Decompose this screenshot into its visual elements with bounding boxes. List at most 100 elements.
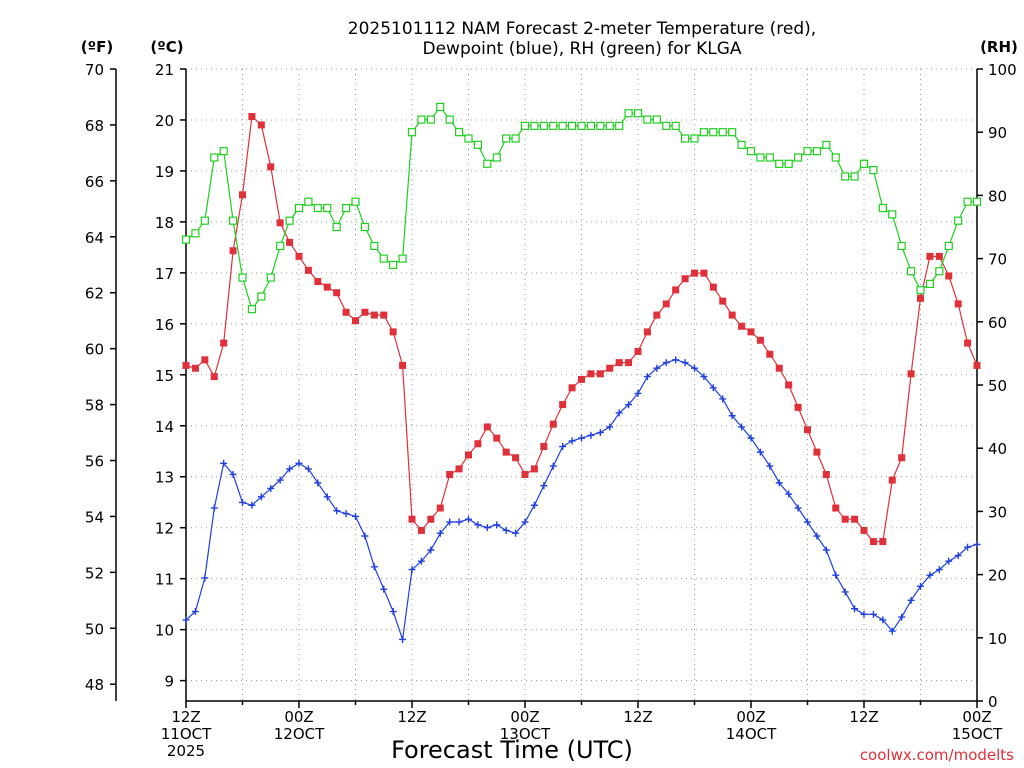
fahrenheit-tick-label: 70 bbox=[85, 61, 104, 79]
x-tick-label: 12Z bbox=[849, 708, 878, 726]
data-point bbox=[954, 216, 963, 225]
data-point bbox=[304, 266, 312, 274]
data-point bbox=[210, 504, 218, 512]
data-point bbox=[558, 121, 567, 130]
data-point bbox=[493, 434, 501, 442]
data-point bbox=[766, 462, 774, 470]
rh-tick-label: 40 bbox=[988, 440, 1007, 458]
data-point bbox=[794, 403, 802, 411]
data-point bbox=[239, 191, 246, 199]
series-layer bbox=[181, 102, 982, 643]
data-point bbox=[756, 448, 764, 456]
data-point bbox=[605, 121, 614, 130]
celsius-tick-label: 13 bbox=[155, 469, 174, 487]
data-point bbox=[559, 443, 567, 451]
rh-tick-label: 80 bbox=[988, 187, 1007, 205]
data-point bbox=[389, 608, 397, 616]
celsius-axis-unit: (ºC) bbox=[150, 38, 183, 56]
data-point bbox=[671, 121, 680, 130]
data-point bbox=[691, 364, 698, 372]
rh-tick-label: 70 bbox=[988, 251, 1007, 269]
data-point bbox=[615, 409, 623, 417]
data-point bbox=[869, 610, 877, 618]
data-point bbox=[219, 147, 228, 156]
data-point bbox=[634, 389, 642, 397]
data-point bbox=[615, 121, 624, 130]
data-point bbox=[417, 115, 426, 124]
data-point bbox=[898, 613, 906, 621]
data-point bbox=[578, 434, 585, 442]
data-point bbox=[341, 203, 351, 213]
x-tick-label: 14OCT bbox=[726, 725, 777, 743]
data-point bbox=[540, 482, 548, 490]
data-point bbox=[643, 373, 651, 381]
celsius-tick-label: 14 bbox=[155, 418, 174, 436]
data-point bbox=[266, 273, 275, 282]
celsius-tick-label: 19 bbox=[155, 163, 174, 181]
data-point bbox=[474, 440, 482, 448]
celsius-tick-label: 21 bbox=[155, 61, 174, 79]
data-point bbox=[935, 267, 944, 276]
data-point bbox=[182, 361, 190, 369]
data-point bbox=[238, 273, 247, 282]
rh-tick-label: 90 bbox=[988, 124, 1007, 142]
data-point bbox=[465, 451, 472, 459]
data-point bbox=[681, 359, 689, 367]
data-point bbox=[784, 159, 793, 168]
data-point bbox=[257, 493, 265, 501]
data-point bbox=[898, 454, 906, 462]
data-point bbox=[728, 311, 736, 319]
fahrenheit-tick-label: 54 bbox=[85, 508, 104, 526]
data-point bbox=[530, 465, 538, 473]
data-point bbox=[634, 347, 642, 355]
x-tick-label: 12Z bbox=[171, 708, 200, 726]
data-point bbox=[747, 434, 755, 442]
celsius-tick-label: 20 bbox=[155, 112, 174, 130]
fahrenheit-tick-label: 66 bbox=[85, 173, 104, 191]
data-point bbox=[973, 540, 981, 548]
data-point bbox=[389, 260, 398, 270]
data-point bbox=[379, 254, 388, 263]
series-line-rh bbox=[185, 105, 977, 311]
data-point bbox=[775, 364, 783, 372]
celsius-tick-label: 16 bbox=[155, 316, 174, 334]
data-point bbox=[191, 229, 200, 238]
data-point bbox=[718, 128, 727, 137]
data-point bbox=[314, 479, 322, 487]
data-point bbox=[803, 147, 812, 156]
data-point bbox=[785, 381, 793, 389]
series-dewpoint bbox=[182, 356, 981, 643]
data-point bbox=[944, 241, 953, 251]
data-point bbox=[313, 203, 322, 213]
data-point bbox=[426, 115, 435, 124]
data-point bbox=[879, 616, 887, 624]
data-point bbox=[652, 115, 661, 124]
data-point bbox=[380, 311, 388, 319]
data-point bbox=[709, 384, 717, 392]
data-point bbox=[586, 121, 596, 130]
data-point bbox=[832, 571, 840, 579]
data-point bbox=[869, 166, 878, 175]
data-point bbox=[869, 538, 877, 546]
x-axis-label: Forecast Time (UTC) bbox=[391, 736, 633, 764]
fahrenheit-tick-label: 56 bbox=[85, 453, 104, 471]
data-point bbox=[559, 401, 567, 409]
celsius-tick-label: 11 bbox=[155, 571, 174, 589]
data-point bbox=[888, 627, 896, 635]
fahrenheit-tick-label: 60 bbox=[85, 341, 104, 359]
x-tick-label: 13OCT bbox=[500, 725, 551, 743]
data-point bbox=[954, 552, 962, 560]
axes: 48 50 52 54 56 58 60 62 64 66 68 70 9 10 11 12 13 14 15 16 1… bbox=[85, 61, 1017, 760]
data-point bbox=[229, 470, 237, 478]
celsius-tick-label: 10 bbox=[155, 622, 174, 640]
data-point bbox=[352, 317, 359, 325]
x-tick-label: 00Z bbox=[736, 708, 765, 726]
data-point bbox=[766, 350, 774, 358]
data-point bbox=[728, 128, 737, 137]
data-point bbox=[606, 364, 614, 372]
data-point bbox=[276, 476, 284, 484]
data-point bbox=[625, 401, 633, 409]
data-point bbox=[813, 448, 821, 456]
data-point bbox=[906, 267, 916, 276]
